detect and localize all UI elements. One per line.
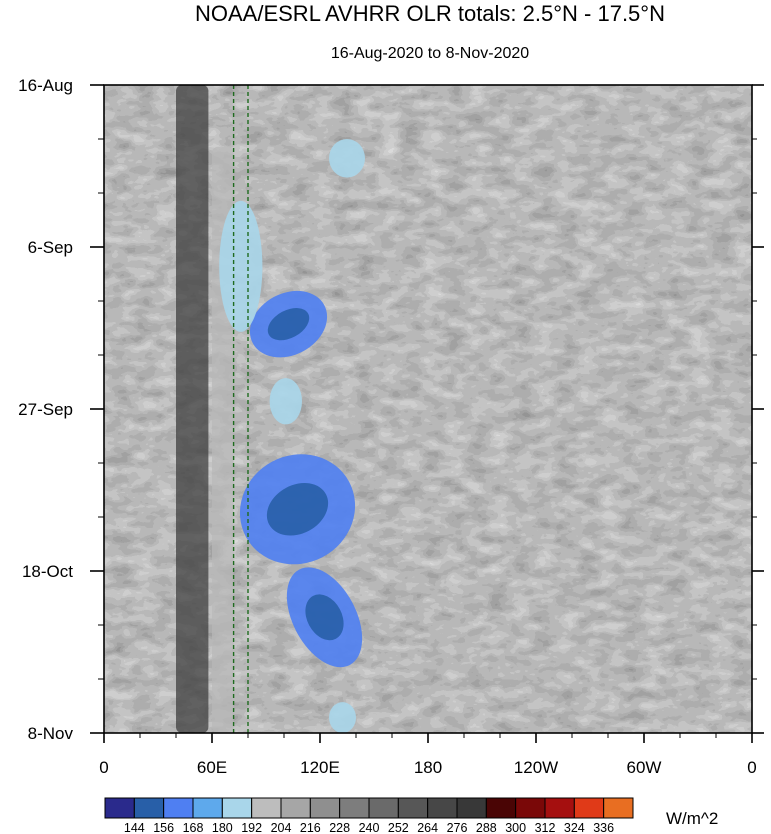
colorbar-box <box>192 797 223 819</box>
region-convection-3-core <box>305 594 344 641</box>
colorbar-box <box>485 797 517 819</box>
colorbar-label: 300 <box>505 821 526 834</box>
region-dry-band <box>176 85 209 733</box>
colorbar-box <box>544 797 575 819</box>
axes: 0 60E 120E 180 120W 60W 0 16-Aug 6-Sep 27-Sep 18-O… <box>18 76 764 777</box>
x-tick-label: 120E <box>300 758 340 777</box>
region-convection-1-core <box>267 308 310 341</box>
colorbar-box <box>280 797 311 819</box>
x-tick-label: 180 <box>414 758 442 777</box>
colorbar-box <box>368 797 399 819</box>
colorbar-box <box>104 797 135 819</box>
colorbar-label: 276 <box>447 821 468 834</box>
colorbar-label: 240 <box>359 821 380 834</box>
region-convection-6 <box>329 139 365 178</box>
colorbar-box <box>573 797 605 819</box>
region-convection-2-core <box>266 483 329 536</box>
y-tick-label: 6-Sep <box>28 238 73 257</box>
colorbar-label: 264 <box>417 821 438 834</box>
colorbar-label: 180 <box>212 821 233 834</box>
plot-area <box>104 85 752 733</box>
colorbar-box <box>163 797 194 819</box>
colorbar-box <box>456 797 487 819</box>
colorbar-label: 204 <box>271 821 292 834</box>
colorbar-box <box>221 797 253 819</box>
y-tick-label: 16-Aug <box>18 76 73 95</box>
colorbar-label: 288 <box>476 821 497 834</box>
region-convection-4 <box>219 200 263 332</box>
colorbar-label: 252 <box>388 821 409 834</box>
colorbar-box <box>515 797 546 819</box>
x-tick-label: 60E <box>197 758 227 777</box>
colorbar-box <box>603 797 634 819</box>
colorbar-box <box>133 797 165 819</box>
colorbar: 144 156 168 180 192 204 216 228 240 252 264 276 288 3… <box>104 797 718 834</box>
colorbar-label: 192 <box>241 821 262 834</box>
colorbar-label: 216 <box>300 821 321 834</box>
y-tick-label: 8-Nov <box>28 724 74 743</box>
colorbar-label: 156 <box>153 821 174 834</box>
colorbar-box <box>309 797 341 819</box>
colorbar-units: W/m^2 <box>666 809 718 828</box>
colorbar-label: 168 <box>183 821 204 834</box>
colorbar-box <box>251 797 282 819</box>
x-tick-label: 0 <box>747 758 756 777</box>
colorbar-label: 144 <box>124 821 145 834</box>
colorbar-box <box>397 797 429 819</box>
colorbar-box <box>427 797 458 819</box>
region-convection-5 <box>269 378 302 425</box>
colorbar-label: 228 <box>329 821 350 834</box>
x-tick-label: 120W <box>514 758 558 777</box>
chart-title: NOAA/ESRL AVHRR OLR totals: 2.5°N - 17.5… <box>195 1 665 26</box>
colorbar-label: 336 <box>593 821 614 834</box>
colorbar-box <box>339 797 370 819</box>
colorbar-label: 324 <box>564 821 585 834</box>
y-tick-label: 27-Sep <box>18 400 73 419</box>
chart-subtitle: 16-Aug-2020 to 8-Nov-2020 <box>331 45 529 62</box>
x-tick-label: 0 <box>99 758 108 777</box>
y-tick-label: 18-Oct <box>22 562 73 581</box>
colorbar-label: 312 <box>535 821 556 834</box>
region-convection-7 <box>329 702 356 733</box>
x-tick-label: 60W <box>627 758 662 777</box>
